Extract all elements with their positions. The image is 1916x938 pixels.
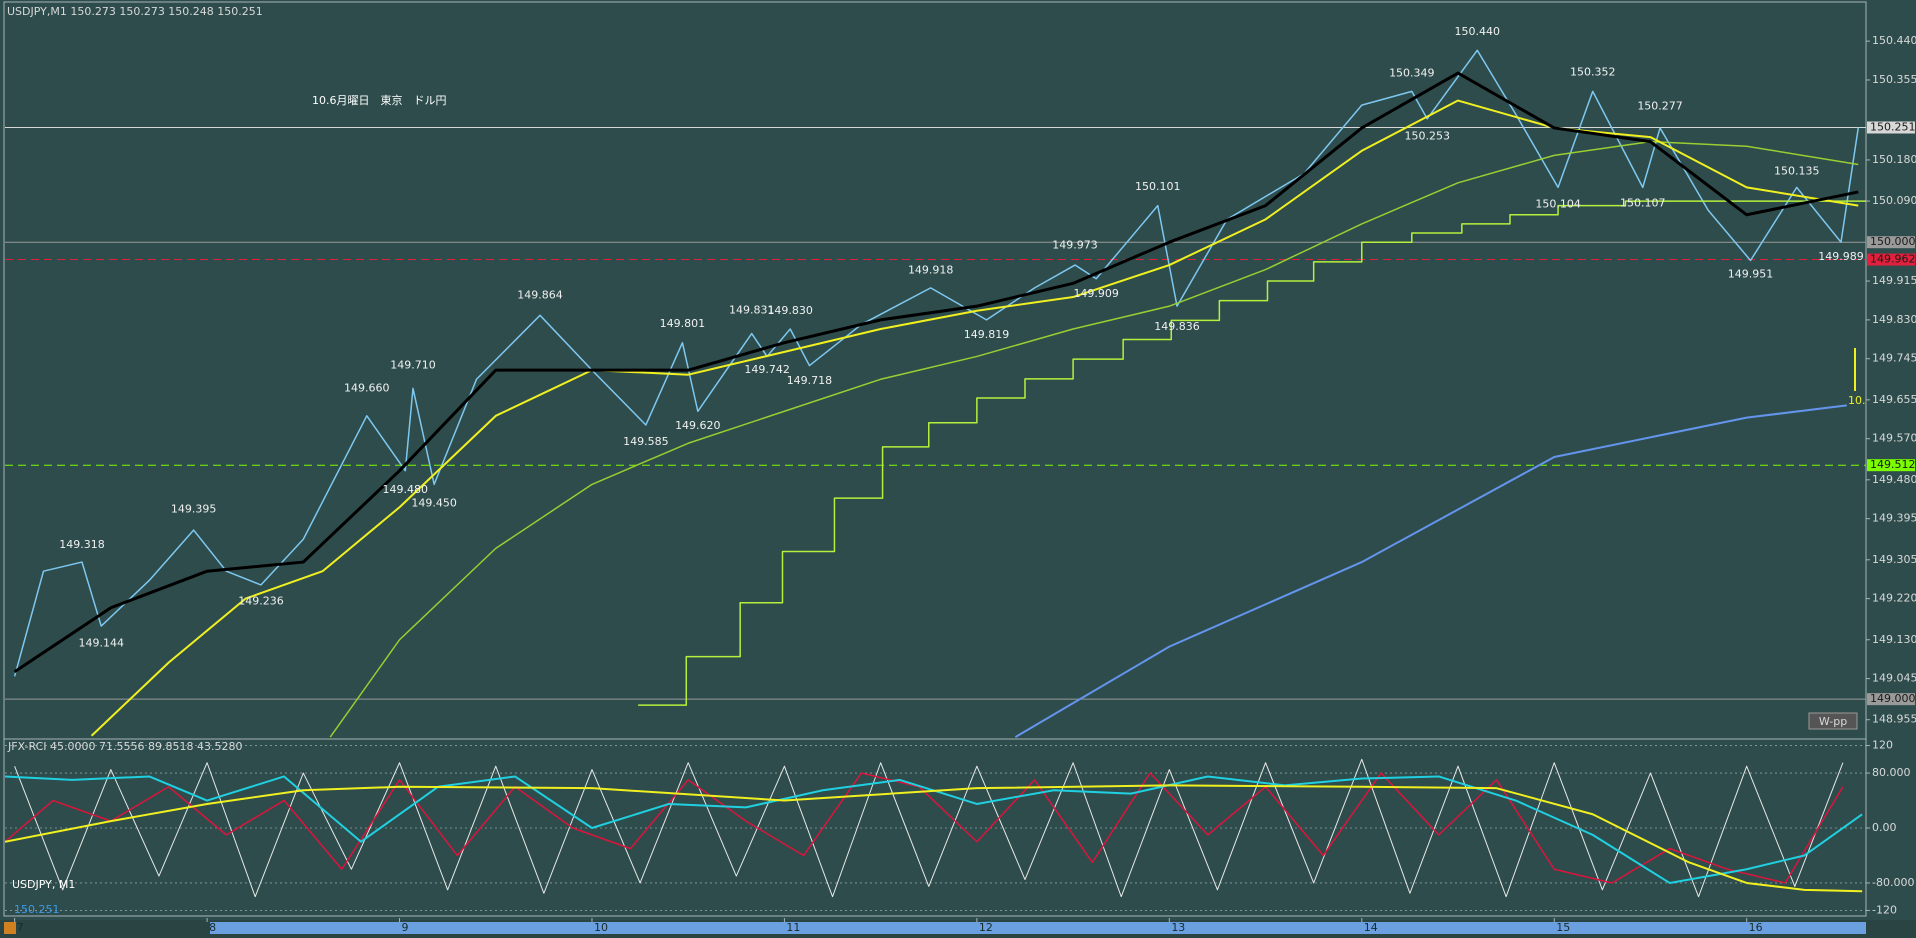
y-tick-label: -120 bbox=[1872, 903, 1897, 916]
last-price: 150.251 bbox=[14, 903, 60, 916]
price-label: 150.440 bbox=[1454, 25, 1500, 38]
pivot-box bbox=[1808, 712, 1858, 730]
y-tick-label: 80.000 bbox=[1872, 766, 1911, 779]
y-tick-label: -80.000 bbox=[1872, 876, 1914, 889]
y-tick-label: 149.220 bbox=[1872, 592, 1916, 605]
price-label: 150.352 bbox=[1570, 65, 1616, 78]
price-box bbox=[1867, 459, 1915, 472]
price-label: 149.819 bbox=[964, 328, 1010, 341]
price-label: 149.836 bbox=[1154, 320, 1200, 333]
price-label: 150.101 bbox=[1135, 180, 1181, 193]
y-tick-label: 149.655 bbox=[1872, 393, 1916, 406]
y-tick-label: 149.130 bbox=[1872, 633, 1916, 646]
x-tick-label: 14 bbox=[1364, 921, 1378, 934]
y-tick-label: 149.395 bbox=[1872, 512, 1916, 525]
price-label: 149.480 bbox=[383, 483, 429, 496]
chart-header: USDJPY,M1 150.273 150.273 150.248 150.25… bbox=[7, 5, 263, 18]
price-label: 150.135 bbox=[1774, 165, 1820, 178]
price-label: 149.918 bbox=[908, 264, 954, 277]
x-tick-label: 10 bbox=[594, 921, 608, 934]
y-tick-label: 149.830 bbox=[1872, 313, 1916, 326]
y-tick-label: 120 bbox=[1872, 739, 1893, 752]
symbol-label: USDJPY, M1 bbox=[12, 878, 75, 891]
x-tick-label: 7 bbox=[17, 921, 24, 934]
price-label: 149.742 bbox=[744, 363, 790, 376]
indicator-plot bbox=[5, 745, 1866, 911]
y-tick-label: 150.440 bbox=[1872, 34, 1916, 47]
price-label: 149.830 bbox=[767, 304, 813, 317]
y-tick-label: 150.180 bbox=[1872, 153, 1916, 166]
series-line bbox=[13, 71, 1859, 673]
price-box-label: 149.512 bbox=[1870, 458, 1916, 471]
price-label: 149.620 bbox=[675, 419, 721, 432]
price-label: 149.909 bbox=[1073, 287, 1119, 300]
price-label: 150.253 bbox=[1404, 130, 1450, 143]
price-box bbox=[1867, 236, 1915, 249]
y-tick-label: 150.090 bbox=[1872, 194, 1916, 207]
price-label: 149.989 bbox=[1818, 250, 1864, 263]
note-label: 10. bbox=[1848, 394, 1866, 407]
price-box bbox=[1867, 253, 1915, 266]
x-tick-label: 12 bbox=[979, 921, 993, 934]
price-label: 149.801 bbox=[660, 317, 706, 330]
x-tick-label: 11 bbox=[786, 921, 800, 934]
x-tick-label: 8 bbox=[209, 921, 216, 934]
price-label: 149.864 bbox=[517, 288, 563, 301]
price-label: 150.107 bbox=[1620, 196, 1666, 209]
chart-title: 10.6月曜日 東京 ドル円 bbox=[312, 93, 447, 107]
x-tick-label: 13 bbox=[1171, 921, 1185, 934]
series-line bbox=[90, 99, 1859, 737]
main-plot: 149.318149.144149.395149.236149.660149.7… bbox=[5, 25, 1866, 738]
price-box-label: 149.962 bbox=[1870, 253, 1916, 266]
indicator-title: JFX-RCI 45.0000 71.5556 89.8518 43.5280 bbox=[7, 740, 243, 753]
price-label: 149.318 bbox=[59, 538, 105, 551]
y-tick-label: 149.305 bbox=[1872, 553, 1916, 566]
price-box bbox=[1867, 693, 1915, 706]
price-label: 149.450 bbox=[411, 497, 457, 510]
series-line bbox=[5, 775, 1863, 884]
price-label: 149.718 bbox=[787, 374, 833, 387]
price-label: 149.395 bbox=[171, 503, 217, 516]
y-tick-label: 149.570 bbox=[1872, 432, 1916, 445]
series-line bbox=[5, 784, 1863, 893]
price-label: 149.831 bbox=[729, 303, 775, 316]
y-tick-label: 149.045 bbox=[1872, 672, 1916, 685]
y-tick-label: 149.480 bbox=[1872, 473, 1916, 486]
x-tick-label: 15 bbox=[1556, 921, 1570, 934]
price-box-label: 150.000 bbox=[1870, 235, 1916, 248]
price-label: 149.144 bbox=[78, 636, 124, 649]
series-line bbox=[638, 200, 1866, 706]
y-tick-label: 0.00 bbox=[1872, 821, 1897, 834]
x-tick-label: 9 bbox=[402, 921, 409, 934]
price-label: 149.951 bbox=[1728, 268, 1774, 281]
y-tick-label: 149.745 bbox=[1872, 352, 1916, 365]
price-box-label: 149.000 bbox=[1870, 692, 1916, 705]
price-label: 150.277 bbox=[1637, 100, 1683, 113]
price-box bbox=[1867, 121, 1915, 134]
y-tick-label: 148.955 bbox=[1872, 713, 1916, 726]
price-label: 149.236 bbox=[238, 594, 284, 607]
series-line bbox=[1014, 404, 1847, 738]
y-tick-label: 150.355 bbox=[1872, 73, 1916, 86]
price-label: 149.660 bbox=[344, 382, 390, 395]
plot-frame bbox=[3, 1, 1867, 917]
series-line bbox=[329, 140, 1859, 738]
price-label: 150.104 bbox=[1535, 198, 1581, 211]
price-label: 149.710 bbox=[390, 359, 436, 372]
price-label: 149.973 bbox=[1052, 239, 1098, 252]
price-label: 149.585 bbox=[623, 435, 669, 448]
price-box-label: 150.251 bbox=[1870, 120, 1916, 133]
pivot-label: W-pp bbox=[1819, 715, 1847, 728]
x-tick-label: 16 bbox=[1749, 921, 1763, 934]
time-scroll-bar bbox=[210, 922, 1866, 934]
time-marker bbox=[4, 922, 16, 934]
y-tick-label: 149.915 bbox=[1872, 274, 1916, 287]
labels: USDJPY,M1 150.273 150.273 150.248 150.25… bbox=[7, 5, 1916, 934]
price-label: 150.349 bbox=[1389, 67, 1435, 80]
